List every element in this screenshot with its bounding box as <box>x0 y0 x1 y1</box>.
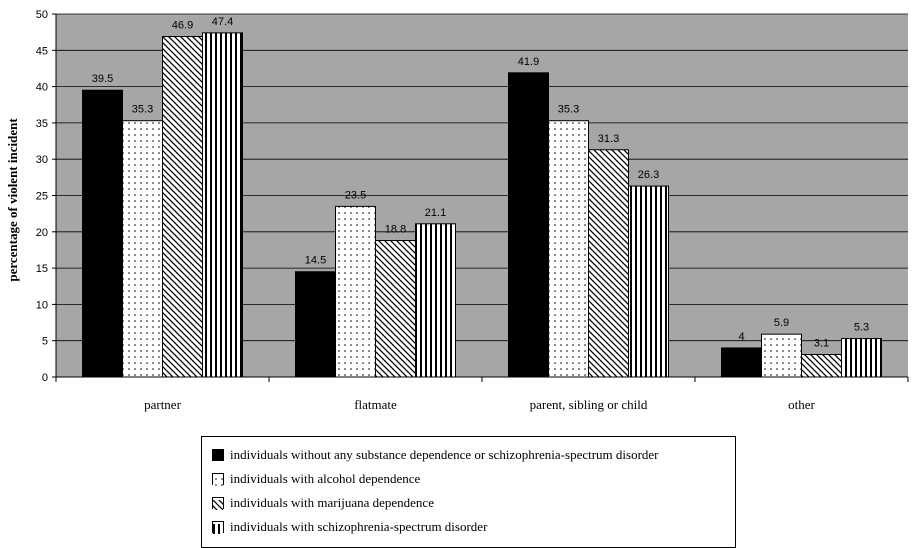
data-label: 5.3 <box>854 322 869 334</box>
data-label: 35.3 <box>132 104 153 116</box>
y-tick-label: 25 <box>36 191 48 203</box>
x-tick-label: partner <box>144 397 181 412</box>
legend-label: individuals without any substance depend… <box>230 447 659 462</box>
chart-marks: partner 39.5 35.3 46.9 47.4 flatmate 14.5 23.5 1… <box>82 16 882 412</box>
data-label: 46.9 <box>172 20 193 32</box>
bar <box>162 36 203 378</box>
y-tick-label: 0 <box>42 372 48 384</box>
bar <box>841 338 882 378</box>
bar <box>761 333 802 378</box>
bar <box>375 240 416 378</box>
data-label: 3.1 <box>814 337 829 349</box>
legend-item: individuals without any substance depend… <box>212 443 735 467</box>
y-tick-label: 30 <box>36 154 48 166</box>
legend-swatch-diagonal <box>212 497 224 510</box>
x-tick-label: flatmate <box>354 397 397 412</box>
legend-item: individuals with alcohol dependence <box>212 467 735 491</box>
bar <box>335 205 376 378</box>
legend-item: individuals with marijuana dependence <box>212 491 735 515</box>
bar <box>548 120 589 378</box>
bar <box>588 149 629 378</box>
data-label: 23.5 <box>345 189 366 201</box>
legend-label: individuals with marijuana dependence <box>230 495 434 510</box>
data-label: 14.5 <box>305 255 326 267</box>
legend-label: individuals with schizophrenia-spectrum … <box>230 519 488 534</box>
bar <box>801 353 842 378</box>
bar <box>122 120 163 378</box>
y-tick-label: 50 <box>36 9 48 21</box>
bar <box>202 32 243 378</box>
x-tick-label: other <box>788 397 815 412</box>
data-label: 47.4 <box>212 16 233 28</box>
y-axis-label: percentage of violent incident <box>5 118 20 282</box>
data-label: 35.3 <box>558 104 579 116</box>
bar <box>82 89 123 378</box>
data-label: 18.8 <box>385 224 406 236</box>
legend-swatch-solid <box>212 449 224 461</box>
legend-swatch-vertical <box>212 521 224 534</box>
y-tick-label: 40 <box>36 82 48 94</box>
data-label: 21.1 <box>425 207 446 219</box>
data-label: 41.9 <box>518 56 539 68</box>
x-tick-label: parent, sibling or child <box>530 397 648 412</box>
data-label: 39.5 <box>92 73 113 85</box>
data-label: 26.3 <box>638 169 659 181</box>
bar <box>295 271 336 378</box>
y-tick-label: 15 <box>36 263 48 275</box>
legend-label: individuals with alcohol dependence <box>230 471 421 486</box>
y-tick-label: 5 <box>42 336 48 348</box>
bar <box>721 347 762 378</box>
data-label: 31.3 <box>598 133 619 145</box>
y-tick-label: 20 <box>36 227 48 239</box>
y-tick-label: 10 <box>36 299 48 311</box>
y-tick-label: 35 <box>36 118 48 130</box>
legend: individuals without any substance depend… <box>201 436 736 548</box>
y-tick-label: 45 <box>36 45 48 57</box>
data-label: 5.9 <box>774 317 789 329</box>
data-label: 4 <box>738 331 744 343</box>
legend-swatch-dots <box>212 473 224 486</box>
legend-item: individuals with schizophrenia-spectrum … <box>212 515 735 539</box>
bar <box>508 72 549 378</box>
bar <box>415 223 456 378</box>
bar <box>628 185 669 378</box>
